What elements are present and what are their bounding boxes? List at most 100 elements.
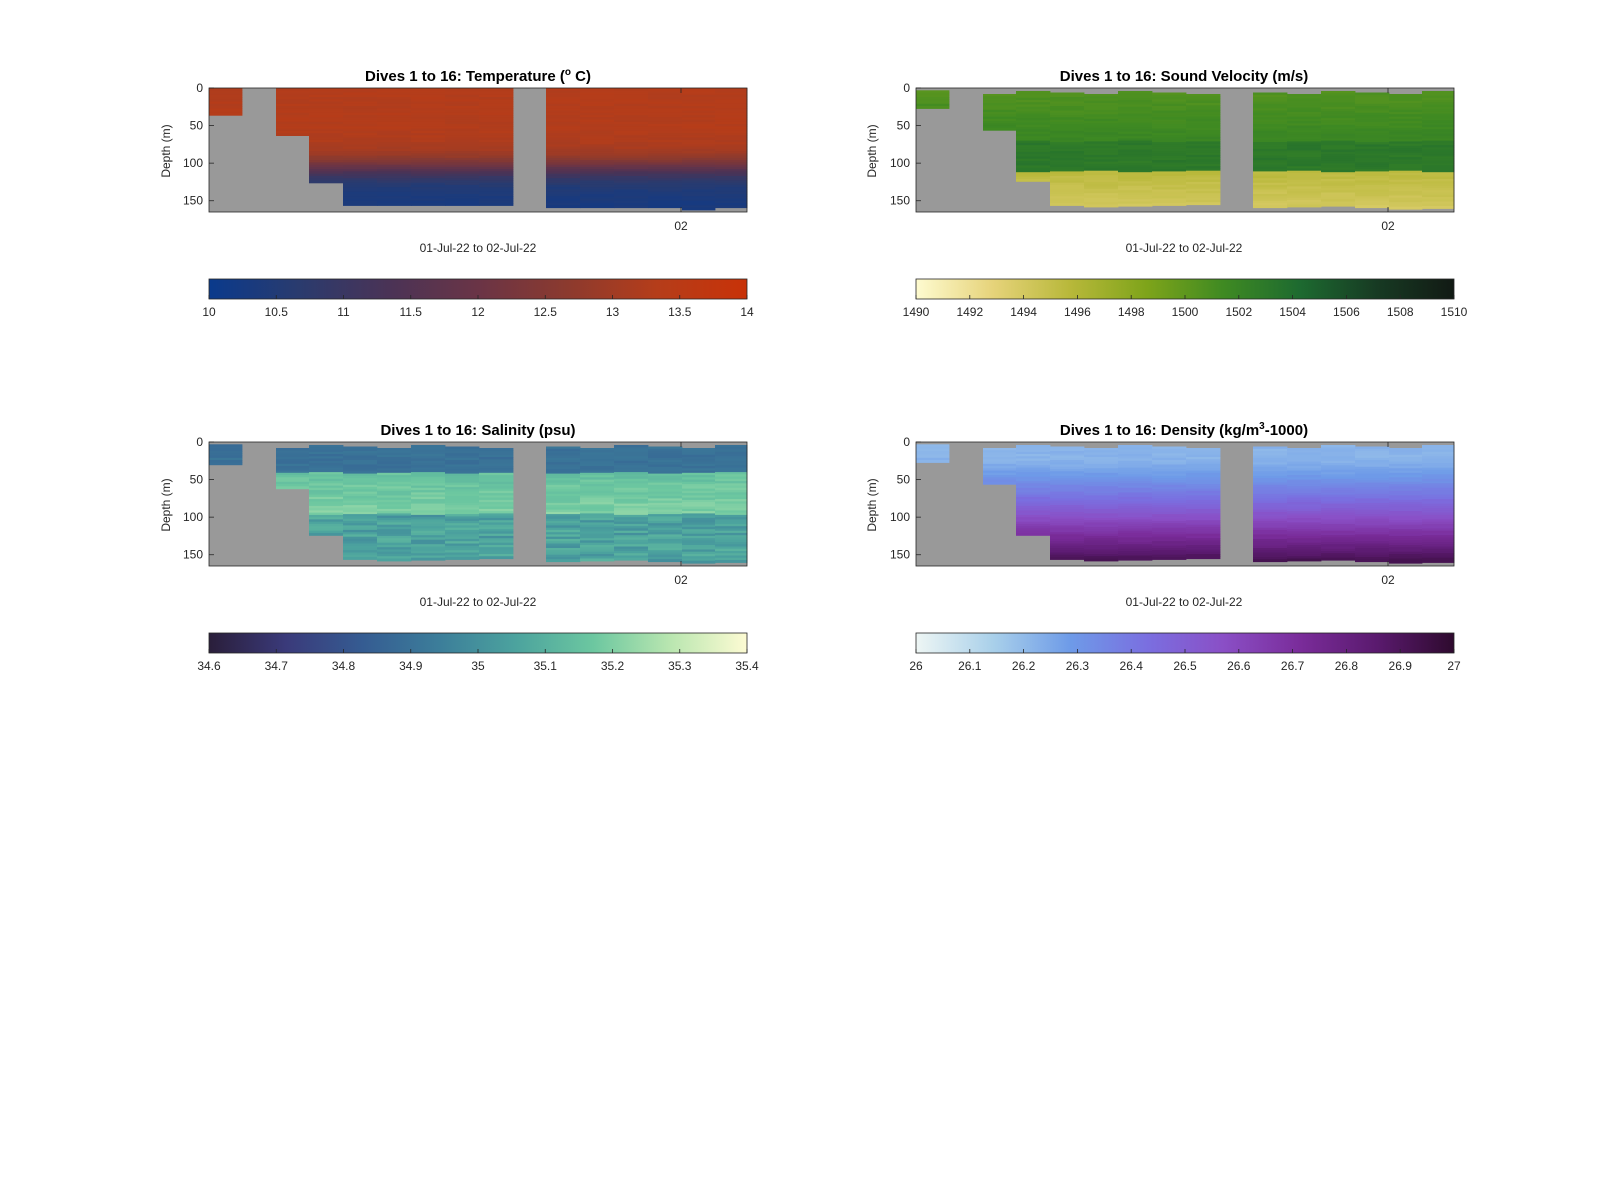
cell [682, 508, 716, 512]
cell [682, 493, 716, 496]
cell [479, 531, 514, 535]
cell [1321, 503, 1356, 507]
cell [479, 162, 514, 166]
cell [682, 121, 716, 125]
cell [1050, 543, 1085, 547]
cell [546, 200, 581, 204]
cell [479, 502, 514, 505]
cell [546, 203, 581, 206]
cell [1355, 475, 1390, 479]
cell [445, 164, 480, 168]
cell [1118, 528, 1153, 532]
cell [1152, 487, 1187, 490]
dive-column [343, 88, 378, 206]
cell [1355, 505, 1390, 508]
cell [614, 478, 649, 482]
cell [1389, 524, 1423, 528]
panel-salinity: Dives 1 to 16: Salinity (psu) 0501001500… [159, 422, 759, 673]
cell [682, 554, 716, 557]
cell [715, 151, 748, 154]
cell [715, 469, 748, 473]
cell [1118, 192, 1153, 196]
cell [1287, 506, 1322, 510]
cell [546, 527, 581, 531]
cell [715, 465, 748, 469]
cell [479, 535, 514, 539]
cell [1186, 159, 1221, 163]
cell [1355, 462, 1390, 466]
cell [546, 205, 581, 209]
cell [614, 101, 649, 105]
cell [377, 180, 412, 184]
cell [1118, 142, 1153, 146]
cell [546, 164, 581, 168]
cell [411, 137, 446, 141]
cell [276, 477, 310, 481]
cell [1016, 481, 1051, 484]
cell [1422, 111, 1455, 115]
cell [682, 484, 716, 487]
cell [1050, 552, 1085, 556]
cell [377, 513, 412, 517]
colorbar-tick-label: 1508 [1387, 305, 1414, 319]
cell [1118, 472, 1153, 475]
cell [1186, 556, 1221, 560]
cell [1050, 92, 1085, 96]
cell [1118, 476, 1153, 480]
cell [479, 459, 514, 463]
cell [648, 466, 683, 470]
cell [479, 520, 514, 524]
cell [614, 456, 649, 460]
cell [1152, 482, 1187, 486]
cell [445, 196, 480, 200]
cell [983, 98, 1017, 102]
cell [1253, 101, 1288, 105]
cell [1321, 539, 1356, 543]
cell [445, 200, 480, 204]
cell [1253, 169, 1288, 173]
cell [1422, 174, 1455, 178]
cell [1016, 492, 1051, 496]
cell [614, 474, 649, 478]
cell [1016, 147, 1051, 151]
cell [614, 155, 649, 159]
cell [614, 454, 649, 457]
cell [715, 454, 748, 457]
cell [715, 528, 748, 532]
cell [1186, 150, 1221, 154]
cell [682, 196, 716, 200]
cell [377, 479, 412, 483]
cell [1084, 141, 1119, 145]
cell [1253, 112, 1288, 116]
dive-column [1118, 445, 1153, 561]
cell [1186, 116, 1221, 120]
cell [715, 169, 748, 173]
cell [1287, 558, 1322, 562]
cell [648, 493, 683, 497]
cell [377, 502, 412, 505]
cell [682, 520, 716, 524]
cell [715, 90, 748, 94]
cell [1050, 545, 1085, 549]
cell [1253, 103, 1288, 107]
cell [580, 130, 615, 134]
cell [715, 101, 748, 105]
cell [580, 191, 615, 195]
cell [1016, 472, 1051, 475]
cell [343, 155, 378, 159]
cell [309, 99, 344, 103]
cell [1355, 205, 1390, 209]
cell [445, 88, 480, 91]
cell [1389, 547, 1423, 551]
cell [580, 457, 615, 460]
cell [1084, 506, 1119, 510]
cell [479, 108, 514, 112]
cell [343, 509, 378, 513]
cell [377, 106, 412, 109]
cell [1253, 130, 1288, 134]
cell [1118, 503, 1153, 507]
cell [343, 194, 378, 197]
cell [580, 200, 615, 204]
cell [715, 535, 748, 539]
cell [276, 97, 310, 100]
